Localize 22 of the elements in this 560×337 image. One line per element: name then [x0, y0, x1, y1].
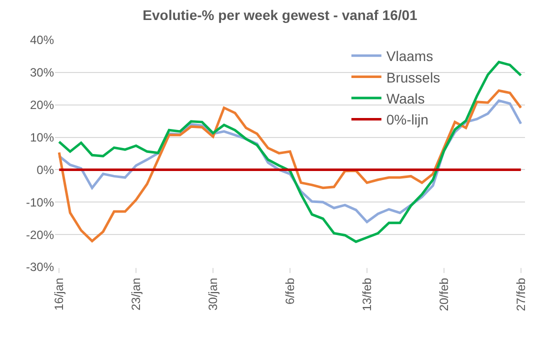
- legend-label: 0%-lijn: [386, 112, 428, 128]
- legend-label: Brussels: [386, 69, 440, 86]
- y-tick-label: 20%: [30, 98, 54, 112]
- y-tick-label: 10%: [30, 130, 54, 144]
- y-tick-label: -20%: [26, 228, 54, 242]
- x-tick-label: 30/jan: [206, 278, 220, 311]
- x-tick-label: 20/feb: [436, 277, 451, 312]
- line-series: [58, 89, 522, 242]
- legend-label: Vlaams: [386, 48, 434, 64]
- chart-title: Evolutie-% per week gewest - vanaf 16/01: [142, 6, 418, 23]
- x-tick-label: 27/feb: [514, 277, 528, 312]
- y-tick-label: -30%: [26, 260, 54, 274]
- y-tick-label: 0%: [36, 162, 54, 177]
- x-tick-label: 16/jan: [52, 278, 66, 311]
- legend-label: Waals: [386, 90, 425, 106]
- x-tick-label: 13/feb: [360, 277, 374, 312]
- y-tick-label: 40%: [30, 33, 54, 48]
- x-tick-label: 6/feb: [282, 277, 297, 305]
- y-tick-label: -10%: [26, 195, 54, 210]
- y-tick-label: 30%: [30, 66, 54, 80]
- line-series: [58, 60, 522, 243]
- x-tick-label: 23/jan: [128, 278, 143, 311]
